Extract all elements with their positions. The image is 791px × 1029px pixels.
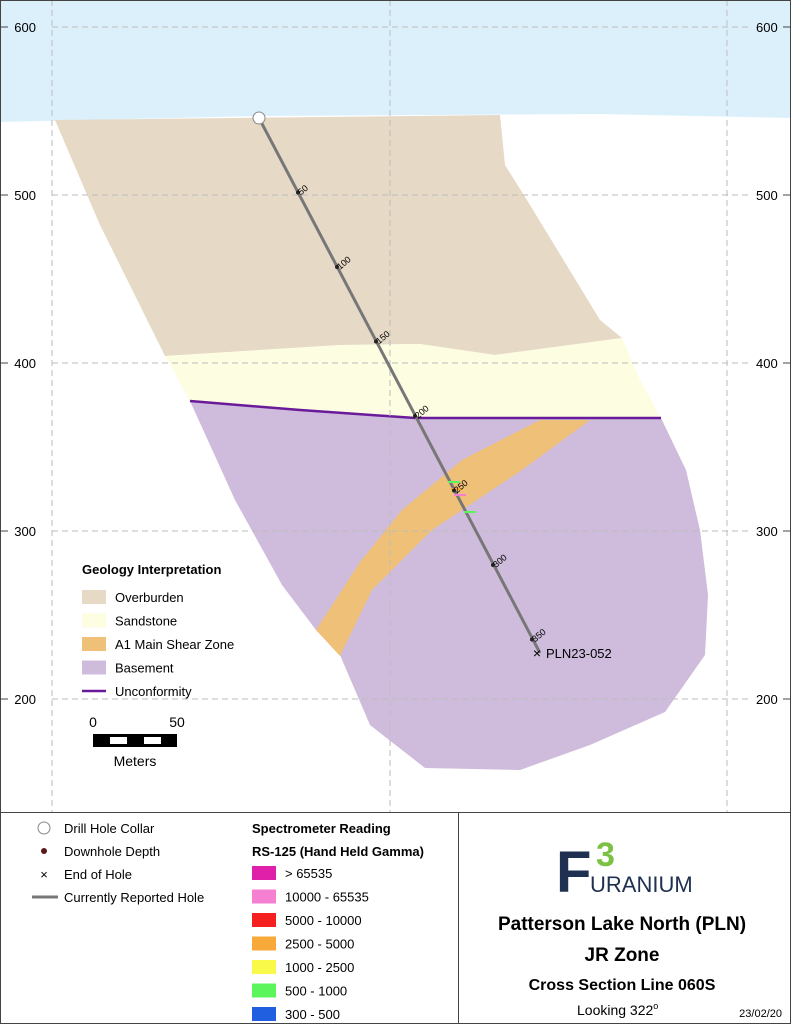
date: 23/02/20: [739, 1008, 782, 1020]
symbol-label: End of Hole: [64, 867, 132, 882]
spectrometer-label: 300 - 500: [285, 1007, 340, 1022]
legend-label: Sandstone: [115, 614, 177, 629]
elevation-label: 200: [14, 692, 36, 707]
spectrometer-label: 5000 - 10000: [285, 913, 362, 928]
legend-box: [0, 812, 459, 1024]
depth-dot: [530, 637, 534, 642]
collar: [252, 111, 266, 125]
logo-word: URANIUM: [590, 872, 693, 897]
geology-legend: Overburden Sandstone A1 Main Shear Zone Bas…: [82, 590, 234, 699]
symbol-legend: ×: [32, 821, 58, 899]
spectrometer-swatch: [252, 913, 276, 927]
spectrometer-swatch: [252, 936, 276, 951]
elevation-label: 200: [756, 692, 778, 707]
legend-label: A1 Main Shear Zone: [115, 637, 234, 652]
legend-title: Geology Interpretation: [82, 562, 221, 577]
logo-number: 3: [596, 836, 615, 874]
scale-bar: 0 50 Meters: [89, 714, 185, 769]
depth-dot: [335, 265, 339, 269]
symbol-labels: Drill Hole Collar Downhole Depth End of Ho…: [64, 821, 204, 905]
logo-letter: F: [556, 840, 591, 905]
spectrometer-label: 10000 - 65535: [285, 890, 369, 905]
sandstone: [165, 338, 661, 418]
looking: Looking 322o: [577, 1001, 658, 1018]
spectrometer-label: 2500 - 5000: [285, 937, 354, 952]
spectrometer-swatch: [252, 889, 276, 904]
sky: [0, 0, 791, 122]
spectrometer-title: Spectrometer Reading: [252, 821, 391, 836]
spectrometer-label: > 65535: [285, 866, 332, 881]
elevation-label: 600: [14, 20, 36, 35]
scale-unit: Meters: [114, 753, 157, 769]
logo: F 3 URANIUM: [556, 836, 693, 905]
spectrometer-legend: > 65535 10000 - 65535 5000 - 10000 2500 - 5…: [252, 866, 369, 1022]
elevation-label: 600: [756, 20, 778, 35]
svg-text:×: ×: [40, 867, 48, 882]
title-line: Patterson Lake North (PLN): [498, 914, 746, 935]
legend-swatch: [82, 590, 106, 604]
overburden: [55, 115, 622, 356]
depth-label: 50: [296, 183, 310, 197]
looking-text: Looking 322: [577, 1002, 654, 1018]
spectrometer-label: 1000 - 2500: [285, 960, 354, 975]
depth-dot: [491, 563, 495, 567]
unconformity: [189, 399, 661, 420]
depth-dot: [374, 339, 378, 344]
gamma-ticks: [448, 481, 476, 513]
title-line: JR Zone: [585, 945, 660, 966]
elevation-label: 300: [14, 524, 36, 539]
spectrometer-label: 500 - 1000: [285, 984, 347, 999]
elevation-label: 400: [756, 356, 778, 371]
elevation-label: 400: [14, 356, 36, 371]
scale-label: 0: [89, 714, 97, 730]
title-line: Cross Section Line 060S: [529, 977, 716, 994]
hole-id: PLN23-052: [546, 646, 612, 661]
spectrometer-swatch: [252, 960, 276, 974]
legend-swatch: [82, 637, 106, 651]
title-box: [458, 812, 791, 1024]
spectrometer-subtitle: RS-125 (Hand Held Gamma): [252, 844, 424, 859]
symbol-label: Currently Reported Hole: [64, 890, 204, 905]
degree: o: [653, 1001, 658, 1011]
scale-label: 50: [169, 714, 185, 730]
elevation-label: 500: [756, 188, 778, 203]
symbol-label: Drill Hole Collar: [64, 821, 155, 836]
legend-swatch: [82, 660, 106, 675]
shear-zone: [316, 420, 590, 656]
legend-swatch: [82, 613, 106, 628]
depth-dot: [296, 190, 300, 195]
elevation-label: 300: [756, 524, 778, 539]
legend-label: Basement: [115, 661, 174, 676]
spectrometer-swatch: [252, 866, 276, 880]
depth-dot: [452, 488, 456, 493]
legend-label: Overburden: [115, 590, 184, 605]
spectrometer-swatch: [252, 983, 276, 998]
legend-label: Unconformity: [115, 684, 192, 699]
depth-dot: [413, 414, 417, 418]
spectrometer-swatch: [252, 1007, 276, 1021]
symbol-label: Downhole Depth: [64, 844, 160, 859]
end-of-hole: ×: [533, 645, 541, 661]
elevation-label: 500: [14, 188, 36, 203]
basement: [190, 401, 708, 770]
